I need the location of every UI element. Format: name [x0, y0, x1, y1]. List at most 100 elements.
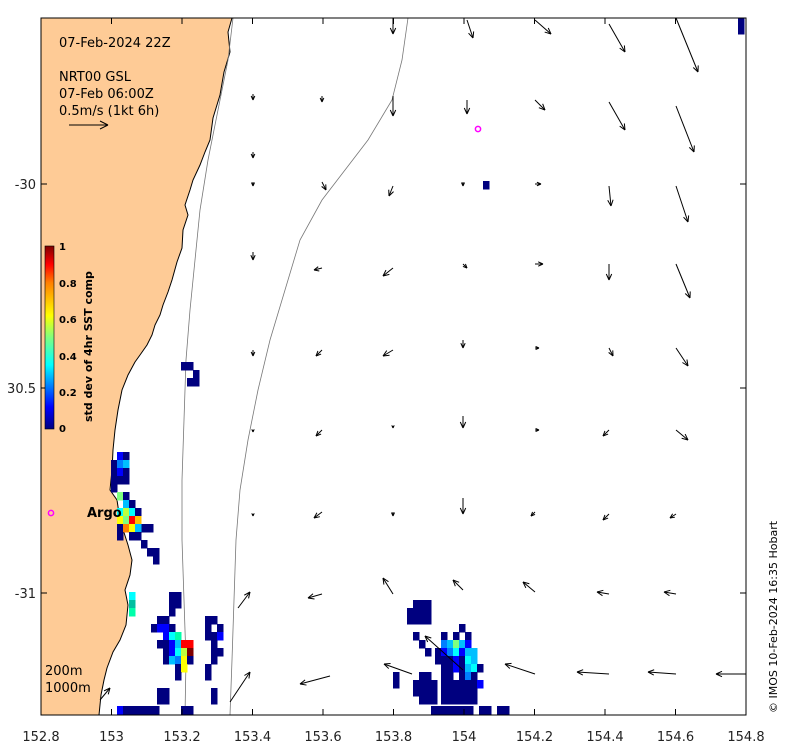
sst-pixel — [477, 664, 484, 673]
x-tick-label: 154.2 — [516, 730, 553, 745]
product-label: NRT00 GSL — [59, 70, 132, 85]
argo-float-marker — [47, 509, 55, 517]
date-time-label: 07-Feb-2024 22Z — [59, 36, 171, 51]
current-vector-arrow — [388, 185, 394, 197]
sst-pixel — [447, 672, 454, 681]
colorbar-tick: 0.6 — [59, 315, 77, 326]
sst-pixel — [441, 648, 448, 657]
sst-pixel — [117, 524, 124, 533]
sst-pixel — [453, 688, 460, 697]
sst-pixel — [211, 688, 218, 697]
current-vector-arrow — [391, 425, 395, 429]
sst-pixel — [425, 608, 432, 617]
sst-pixel — [129, 500, 136, 509]
current-vector-arrow — [383, 662, 413, 675]
sst-pixel — [447, 696, 454, 705]
sst-pixel — [117, 492, 124, 501]
sst-pixel — [181, 664, 188, 673]
sst-pixel — [738, 26, 745, 35]
sst-pixel — [465, 648, 472, 657]
current-vector-arrow — [675, 429, 689, 441]
sst-pixel — [453, 632, 460, 641]
current-vector-arrow — [313, 266, 323, 272]
sst-pixel — [129, 532, 136, 541]
sst-pixel — [471, 664, 478, 673]
sst-pixel — [205, 672, 212, 681]
current-vectors — [99, 17, 746, 703]
sst-pixel — [211, 632, 218, 641]
sst-pixel — [407, 608, 414, 617]
sst-pixel — [117, 452, 124, 461]
sst-pixel — [117, 476, 124, 485]
current-vector-arrow — [250, 152, 256, 159]
sst-pixel — [157, 688, 164, 697]
sst-pixel — [465, 664, 472, 673]
sst-pixel — [441, 640, 448, 649]
sst-pixel — [483, 181, 490, 190]
x-tick-label: 154.8 — [727, 730, 764, 745]
current-vector-arrow — [237, 591, 251, 609]
sst-pixel — [181, 640, 188, 649]
sst-pixel — [413, 688, 420, 697]
sst-pixel — [169, 608, 176, 617]
sst-pixel — [157, 696, 164, 705]
current-vector-arrow — [452, 579, 464, 591]
y-axis-labels: -30 30.5 -31 — [7, 178, 36, 602]
x-tick-label: 154 — [452, 730, 477, 745]
sst-pixel — [465, 640, 472, 649]
colorbar-tick: 0.2 — [59, 388, 77, 399]
current-vector-arrow — [382, 577, 394, 595]
sst-pixel — [153, 706, 160, 715]
current-vector-arrow — [535, 428, 540, 432]
sst-pixel — [157, 616, 164, 625]
sst-pixel — [181, 706, 188, 715]
current-vector-arrow — [466, 19, 475, 39]
sst-pixel — [175, 656, 182, 665]
sst-pixel — [163, 616, 170, 625]
current-vector-arrow — [321, 181, 327, 191]
sst-pixel — [459, 696, 466, 705]
sst-pixel — [425, 688, 432, 697]
sst-pixel — [467, 706, 474, 715]
colorbar-tick: 1 — [59, 242, 66, 253]
current-vector-arrow — [608, 101, 626, 131]
sst-std-dev-pixels — [111, 18, 745, 715]
sst-pixel — [175, 672, 182, 681]
isobath-1000m-label: 1000m — [45, 681, 91, 696]
land-coastline — [40, 17, 233, 716]
sst-pixel — [738, 18, 745, 27]
sst-pixel — [211, 640, 218, 649]
sst-pixel — [135, 706, 142, 715]
sst-pixel — [117, 460, 124, 469]
y-tick-label: -31 — [15, 587, 36, 602]
current-vector-arrow — [675, 185, 690, 223]
sst-pixel — [175, 592, 182, 601]
sst-pixel — [413, 608, 420, 617]
current-vector-arrow — [250, 252, 256, 261]
current-vector-arrow — [607, 185, 614, 207]
credit-label: © IMOS 10-Feb-2024 16:35 Hobart — [767, 520, 780, 713]
current-vector-arrow — [504, 662, 536, 675]
sst-pixel — [193, 370, 200, 379]
sst-pixel — [187, 706, 194, 715]
sst-pixel — [447, 680, 454, 689]
sst-pixel — [117, 532, 124, 541]
sst-pixel — [419, 640, 426, 649]
sst-pixel — [147, 706, 154, 715]
sst-pixel — [459, 672, 466, 681]
sst-pixel — [135, 524, 142, 533]
info-block: 07-Feb-2024 22Z NRT00 GSL 07-Feb 06:00Z … — [59, 36, 171, 119]
current-vector-arrow — [382, 349, 394, 357]
colorbar — [44, 245, 55, 430]
sst-pixel — [175, 648, 182, 657]
sst-pixel — [407, 616, 414, 625]
sst-pixel — [123, 524, 130, 533]
sst-pixel — [135, 508, 142, 517]
current-vector-arrow — [530, 511, 536, 517]
sst-pixel — [135, 532, 142, 541]
current-vector-arrow — [522, 581, 536, 593]
current-vector-arrow — [675, 263, 691, 299]
x-tick-label: 153.8 — [375, 730, 412, 745]
current-vector-arrow — [596, 589, 610, 597]
